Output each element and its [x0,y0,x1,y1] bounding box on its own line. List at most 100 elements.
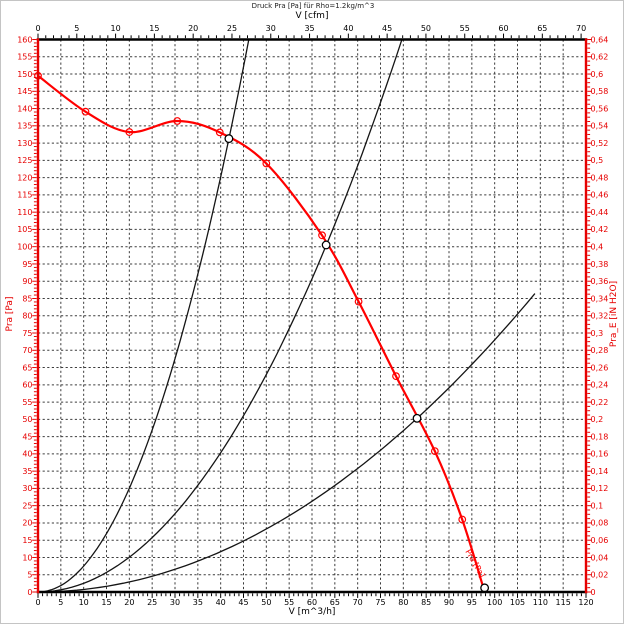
svg-text:85: 85 [22,294,32,303]
svg-text:30: 30 [170,598,180,607]
svg-text:0,64: 0,64 [591,35,609,44]
svg-text:0,4: 0,4 [591,242,604,251]
svg-text:105: 105 [510,598,525,607]
svg-text:160: 160 [17,35,32,44]
svg-text:0,04: 0,04 [591,553,609,562]
svg-text:0,12: 0,12 [591,484,609,493]
svg-text:10: 10 [110,24,120,33]
svg-text:0,5: 0,5 [591,156,604,165]
svg-text:70: 70 [353,598,363,607]
svg-text:45: 45 [22,432,32,441]
svg-text:0,38: 0,38 [591,260,609,269]
svg-text:0,34: 0,34 [591,294,609,303]
svg-text:0: 0 [27,588,32,597]
svg-text:5: 5 [74,24,79,33]
svg-text:0,62: 0,62 [591,53,609,62]
svg-text:0,06: 0,06 [591,536,609,545]
svg-text:90: 90 [444,598,454,607]
svg-text:0,32: 0,32 [591,312,609,321]
svg-text:0,08: 0,08 [591,519,609,528]
svg-text:0: 0 [35,24,40,33]
svg-text:35: 35 [193,598,203,607]
svg-text:90: 90 [22,277,32,286]
svg-text:20: 20 [124,598,134,607]
svg-text:0: 0 [35,598,40,607]
svg-text:0,46: 0,46 [591,191,609,200]
left-axis-title: Pra [Pa] [5,296,15,332]
svg-text:105: 105 [17,225,32,234]
svg-text:15: 15 [149,24,159,33]
svg-text:0,56: 0,56 [591,104,609,113]
data-markers [34,71,467,524]
svg-text:0: 0 [591,588,596,597]
svg-text:20: 20 [188,24,198,33]
axes [36,38,588,594]
svg-text:55: 55 [22,398,32,407]
svg-text:80: 80 [398,598,408,607]
svg-text:0,52: 0,52 [591,139,609,148]
svg-text:120: 120 [578,598,593,607]
svg-text:65: 65 [330,598,340,607]
svg-text:155: 155 [17,53,32,62]
svg-text:35: 35 [22,467,32,476]
svg-text:0,2: 0,2 [591,415,604,424]
svg-text:0,22: 0,22 [591,398,609,407]
right-axis-title: Pra_E [iN H2O] [609,280,619,348]
svg-text:40: 40 [22,450,32,459]
svg-text:80: 80 [22,312,32,321]
ticks [32,33,592,598]
svg-text:60: 60 [22,381,32,390]
svg-text:0,18: 0,18 [591,432,609,441]
grid-layer [38,39,586,592]
svg-text:45: 45 [238,598,248,607]
svg-text:0,02: 0,02 [591,571,609,580]
svg-text:60: 60 [498,24,508,33]
svg-text:40: 40 [343,24,353,33]
svg-text:50: 50 [421,24,431,33]
svg-text:130: 130 [17,139,32,148]
system-curves [37,38,536,593]
svg-text:125: 125 [17,156,32,165]
svg-text:0,1: 0,1 [591,501,604,510]
svg-text:110: 110 [533,598,548,607]
svg-text:135: 135 [17,122,32,131]
svg-text:75: 75 [375,598,385,607]
svg-text:0,3: 0,3 [591,329,604,338]
svg-text:65: 65 [537,24,547,33]
svg-text:40: 40 [216,598,226,607]
svg-text:0,54: 0,54 [591,122,609,131]
svg-text:0,58: 0,58 [591,87,609,96]
svg-text:55: 55 [284,598,294,607]
svg-text:120: 120 [17,173,32,182]
svg-text:65: 65 [22,363,32,372]
svg-text:15: 15 [22,536,32,545]
fan-curve [37,74,486,593]
svg-text:30: 30 [22,484,32,493]
svg-text:0,26: 0,26 [591,363,609,372]
top-axis-title: V [cfm] [295,11,329,21]
svg-text:0,48: 0,48 [591,173,609,182]
svg-text:45: 45 [382,24,392,33]
svg-text:15: 15 [101,598,111,607]
svg-text:145: 145 [17,87,32,96]
svg-text:0,14: 0,14 [591,467,609,476]
svg-text:25: 25 [147,598,157,607]
svg-text:115: 115 [17,191,32,200]
svg-text:10: 10 [22,553,32,562]
svg-text:0,24: 0,24 [591,381,609,390]
svg-text:0,44: 0,44 [591,208,609,217]
svg-text:5: 5 [27,571,32,580]
svg-text:70: 70 [576,24,586,33]
svg-text:70: 70 [22,346,32,355]
svg-text:100: 100 [17,242,32,251]
svg-text:25: 25 [227,24,237,33]
svg-text:0,36: 0,36 [591,277,609,286]
svg-text:50: 50 [261,598,271,607]
svg-text:5: 5 [58,598,63,607]
svg-text:0,42: 0,42 [591,225,609,234]
svg-text:85: 85 [421,598,431,607]
svg-text:95: 95 [467,598,477,607]
svg-text:140: 140 [17,104,32,113]
svg-text:0,16: 0,16 [591,450,609,459]
